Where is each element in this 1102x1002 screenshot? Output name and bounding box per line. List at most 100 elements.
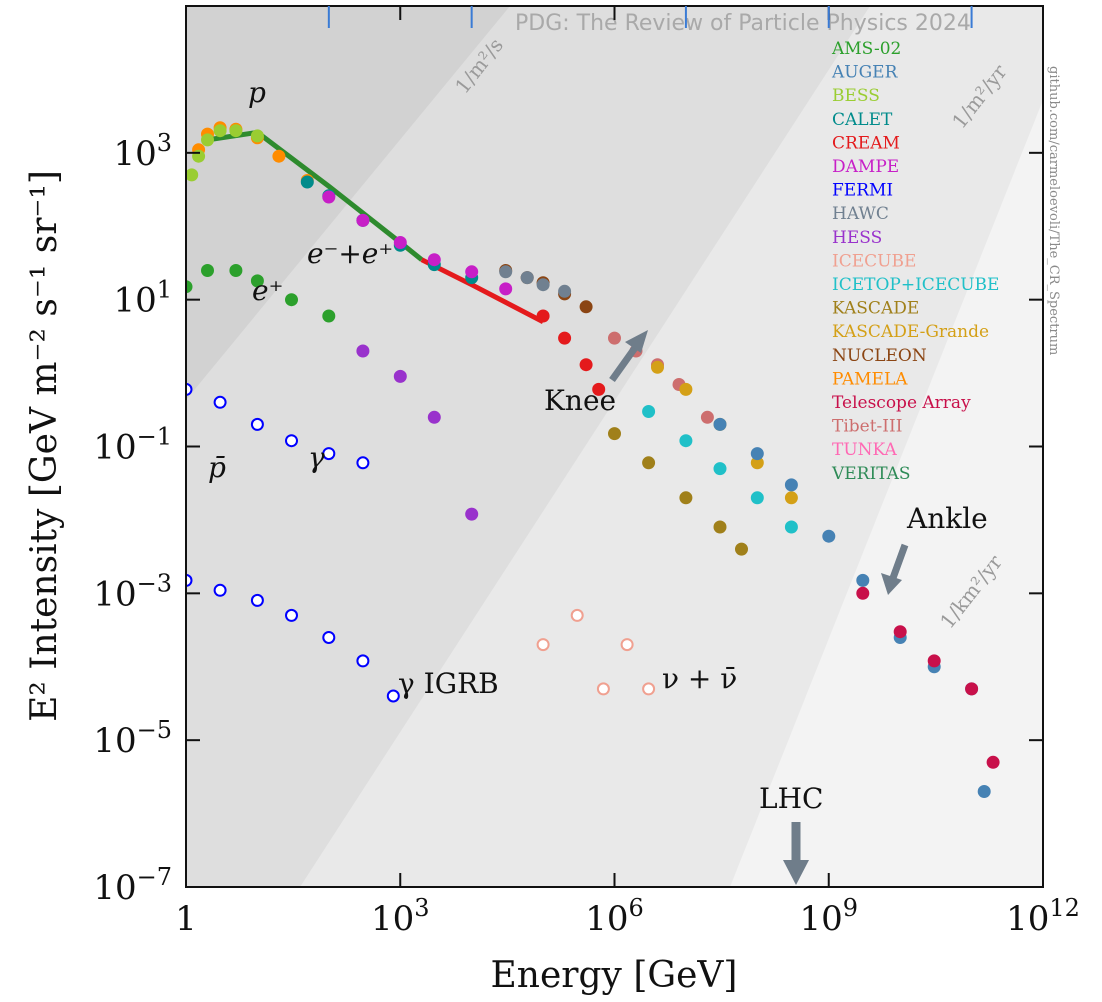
y-tick-label: 10−1 xyxy=(93,423,172,468)
data-point xyxy=(201,264,214,277)
data-point xyxy=(856,586,870,600)
data-point xyxy=(893,625,907,639)
y-axis-title: E² Intensity [GeV m⁻² s⁻¹ sr⁻¹] xyxy=(24,170,65,722)
annotation-gamma: γ xyxy=(308,441,325,474)
lhc-arrow xyxy=(783,822,809,885)
series-16 xyxy=(356,344,479,521)
x-tick-label: 1012 xyxy=(1006,894,1080,939)
data-point xyxy=(250,129,264,143)
series-19 xyxy=(536,608,656,696)
data-point xyxy=(750,447,764,461)
data-point xyxy=(499,282,513,296)
data-point xyxy=(558,284,572,298)
series-15 xyxy=(186,264,336,323)
data-point xyxy=(229,264,243,277)
series-10 xyxy=(651,360,798,505)
data-point xyxy=(386,689,400,703)
legend-entry: KASCADE-Grande xyxy=(832,322,989,342)
data-point xyxy=(427,410,441,424)
data-point xyxy=(499,265,513,279)
data-point xyxy=(322,447,336,461)
data-point xyxy=(608,427,621,441)
series-14 xyxy=(642,405,798,534)
data-point xyxy=(679,382,693,396)
data-point xyxy=(536,638,550,652)
series-3 xyxy=(186,124,264,182)
legend-entry: HESS xyxy=(832,228,882,248)
annotation-igrb: γ IGRB xyxy=(398,667,499,700)
data-point xyxy=(356,344,370,358)
annotation-electrons: e⁻+e⁺ xyxy=(307,237,393,270)
legend-entry: TUNKA xyxy=(832,440,898,460)
data-point xyxy=(784,478,798,492)
legend-entry: ICETOP+ICECUBE xyxy=(832,275,999,295)
data-point xyxy=(285,293,298,307)
legend-entry: NUCLEON xyxy=(832,346,927,366)
legend-entry: VERITAS xyxy=(831,464,911,484)
x-tick-label: 106 xyxy=(585,894,644,939)
flux-bands xyxy=(186,6,1043,887)
data-point xyxy=(427,253,441,267)
legend-entry: Telescope Array xyxy=(832,393,971,413)
x-axis: 1 103 106 109 1012 xyxy=(175,6,1080,939)
data-point xyxy=(186,280,193,294)
data-point xyxy=(322,190,336,204)
data-point xyxy=(186,168,199,182)
annotation-lhc: LHC xyxy=(759,782,823,815)
legend-entry: AUGER xyxy=(831,63,899,83)
data-point xyxy=(977,785,991,798)
legend-entry: HAWC xyxy=(832,204,889,224)
data-point xyxy=(713,462,727,476)
data-point xyxy=(620,638,634,652)
series-12 xyxy=(856,586,1000,769)
data-point xyxy=(642,682,656,696)
annotation-arrows xyxy=(609,330,909,885)
data-point xyxy=(285,434,298,448)
legend-entry: PAMELA xyxy=(832,369,908,389)
data-point xyxy=(679,491,693,505)
data-point xyxy=(642,456,656,470)
data-point xyxy=(465,507,479,521)
ankle-arrow xyxy=(881,543,909,595)
annotation-antiproton: p̄ xyxy=(208,451,226,484)
data-point xyxy=(300,175,314,189)
data-point xyxy=(784,491,798,505)
data-point xyxy=(356,654,370,668)
data-point xyxy=(570,608,584,622)
data-point xyxy=(186,382,193,396)
legend: AMS-02 AUGER BESS CALET CREAM DAMPE FERMI HAWC H… xyxy=(831,39,999,484)
data-point xyxy=(186,573,193,587)
data-point xyxy=(700,410,714,424)
data-point xyxy=(272,149,286,163)
data-point xyxy=(356,213,370,227)
legend-entry: DAMPE xyxy=(832,157,899,177)
data-point xyxy=(986,755,1000,769)
data-point xyxy=(229,124,243,138)
data-point xyxy=(822,529,836,543)
y-axis: 10−7 10−5 10−3 10−1 101 103 xyxy=(93,129,1043,908)
annotation-knee: Knee xyxy=(544,384,616,417)
knee-arrow xyxy=(609,330,648,383)
data-point xyxy=(213,124,227,138)
data-point xyxy=(536,278,550,292)
data-point xyxy=(713,520,727,534)
y-tick-label: 10−3 xyxy=(93,569,172,614)
data-point xyxy=(927,654,941,668)
data-point xyxy=(213,395,227,409)
data-point xyxy=(213,583,227,597)
data-point xyxy=(322,631,336,644)
band-region-3 xyxy=(186,6,870,887)
data-point xyxy=(579,358,593,372)
legend-entry: BESS xyxy=(832,86,880,106)
watermark: PDG: The Review of Particle Physics 2024 xyxy=(515,11,971,36)
data-point xyxy=(285,608,298,622)
series-7 xyxy=(499,265,572,298)
y-tick-label: 10−7 xyxy=(93,863,172,908)
legend-entry: CALET xyxy=(832,110,893,130)
data-point xyxy=(558,331,572,345)
legend-entry: AMS-02 xyxy=(831,39,901,59)
legend-entry: FERMI xyxy=(832,181,893,201)
x-axis-title: Energy [GeV] xyxy=(491,955,738,996)
x-tick-label: 109 xyxy=(799,894,858,939)
